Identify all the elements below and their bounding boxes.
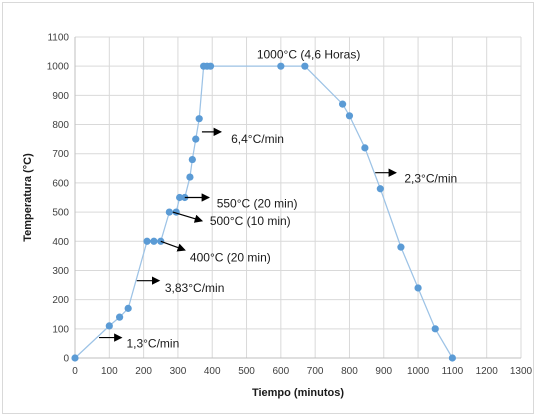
data-point xyxy=(186,173,194,181)
data-point xyxy=(431,325,439,333)
x-tick-label: 900 xyxy=(375,366,392,377)
y-tick-label: 0 xyxy=(63,354,69,365)
x-tick-label: 1300 xyxy=(510,366,533,377)
data-point xyxy=(116,313,124,321)
annotation-label: 6,4°C/min xyxy=(231,132,284,146)
y-tick-label: 1100 xyxy=(47,33,69,44)
y-tick-label: 500 xyxy=(52,208,69,219)
data-point xyxy=(192,135,200,143)
x-tick-label: 100 xyxy=(101,366,118,377)
data-point xyxy=(361,144,369,152)
data-point xyxy=(176,193,184,202)
annotation-label: 1000°C (4,6 Horas) xyxy=(257,48,361,62)
x-tick-label: 800 xyxy=(341,366,358,377)
x-tick-label: 1200 xyxy=(476,366,499,377)
annotation-label: 500°C (10 min) xyxy=(210,214,291,228)
y-tick-label: 200 xyxy=(52,295,69,306)
data-point xyxy=(181,193,189,202)
y-tick-label: 1000 xyxy=(47,62,70,73)
data-point xyxy=(339,100,347,108)
data-point xyxy=(124,304,132,312)
annotation-label: 1,3°C/min xyxy=(126,336,179,350)
x-tick-label: 500 xyxy=(238,366,255,377)
annotation-label: 400°C (20 min) xyxy=(190,250,271,264)
data-point xyxy=(448,354,456,362)
data-point xyxy=(165,208,173,216)
annotation-label: 2,3°C/min xyxy=(404,172,457,186)
annotation-label: 550°C (20 min) xyxy=(217,196,298,210)
chart-frame: 0 100 200 300 400 500 600 700 800 900 1000 1100 0 100… xyxy=(2,2,534,414)
x-tick-label: 400 xyxy=(204,366,221,377)
x-tick-label: 1100 xyxy=(442,366,464,377)
x-tick-label: 700 xyxy=(307,366,324,377)
data-point xyxy=(143,237,151,245)
data-point xyxy=(277,62,285,70)
x-tick-label: 1000 xyxy=(407,366,430,377)
annotation-arrow xyxy=(172,211,204,223)
data-point xyxy=(157,237,165,245)
data-point xyxy=(195,115,203,123)
x-tick-label: 0 xyxy=(72,366,78,377)
y-tick-label: 700 xyxy=(52,149,69,160)
data-point xyxy=(414,284,422,292)
x-tick-label: 300 xyxy=(170,366,187,377)
axes: 0 100 200 300 400 500 600 700 800 900 1000 1100 0 100… xyxy=(47,33,533,378)
annotation-label: 3,83°C/min xyxy=(165,281,225,295)
annotation-arrow xyxy=(160,240,186,252)
gridlines xyxy=(74,36,522,359)
data-point xyxy=(345,112,354,120)
data-point xyxy=(397,243,405,251)
y-axis-title: Temperatura (°C) xyxy=(22,153,34,242)
x-axis-title: Tiempo (minutos) xyxy=(252,387,344,399)
y-tick-label: 400 xyxy=(52,237,69,248)
data-point xyxy=(150,237,158,245)
data-point xyxy=(206,62,215,70)
temperature-chart: 0 100 200 300 400 500 600 700 800 900 1000 1100 0 100… xyxy=(22,33,533,400)
annotations: 1000°C (4,6 Horas) 6,4°C/min 2,3°C/min 550°… xyxy=(99,48,457,350)
data-point xyxy=(301,62,309,70)
y-tick-label: 900 xyxy=(52,91,69,102)
x-tick-label: 200 xyxy=(135,366,152,377)
data-point xyxy=(376,185,384,193)
data-points xyxy=(71,62,456,362)
x-tick-label: 600 xyxy=(273,366,290,377)
data-point xyxy=(188,155,196,164)
data-point xyxy=(71,354,79,362)
y-tick-label: 100 xyxy=(52,324,69,335)
data-point xyxy=(105,322,113,330)
y-tick-label: 800 xyxy=(52,120,69,131)
y-tick-label: 600 xyxy=(52,178,69,189)
y-tick-label: 300 xyxy=(52,266,69,277)
